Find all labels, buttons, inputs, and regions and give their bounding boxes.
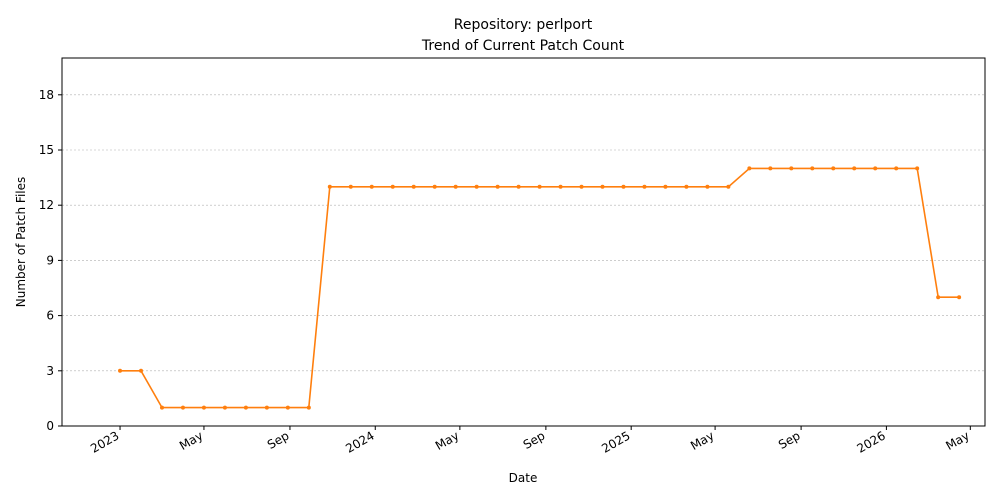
data-point xyxy=(432,184,437,189)
data-point xyxy=(453,184,458,189)
data-point xyxy=(516,184,521,189)
data-point xyxy=(684,184,689,189)
data-point xyxy=(705,184,710,189)
data-point xyxy=(831,166,836,171)
grid-lines xyxy=(62,94,985,372)
data-point xyxy=(621,184,626,189)
data-point xyxy=(222,405,227,410)
data-point xyxy=(873,166,878,171)
data-point xyxy=(495,184,500,189)
data-point xyxy=(957,295,962,300)
data-point xyxy=(159,405,164,410)
data-point xyxy=(726,184,731,189)
data-point xyxy=(915,166,920,171)
x-axis-label: Date xyxy=(509,471,538,485)
data-point xyxy=(264,405,269,410)
data-point xyxy=(243,405,248,410)
y-tick-label: 3 xyxy=(46,364,54,378)
data-point xyxy=(579,184,584,189)
data-point xyxy=(894,166,899,171)
data-point xyxy=(936,295,941,300)
y-tick-label: 12 xyxy=(39,198,54,212)
data-point xyxy=(348,184,353,189)
y-axis-ticks: 0 3 6 9 12 15 18 xyxy=(39,88,62,433)
data-point xyxy=(327,184,332,189)
data-point xyxy=(411,184,416,189)
y-tick-label: 15 xyxy=(39,143,54,157)
data-point xyxy=(285,405,290,410)
data-point xyxy=(810,166,815,171)
data-point xyxy=(369,184,374,189)
chart-subtitle: Trend of Current Patch Count xyxy=(421,38,625,54)
data-point xyxy=(600,184,605,189)
data-point xyxy=(537,184,542,189)
data-point xyxy=(852,166,857,171)
data-point xyxy=(558,184,563,189)
data-point xyxy=(180,405,185,410)
chart-title: Repository: perlport xyxy=(454,17,593,33)
data-point xyxy=(789,166,794,171)
data-point xyxy=(663,184,668,189)
y-tick-label: 9 xyxy=(46,253,54,267)
y-axis-label: Number of Patch Files xyxy=(14,177,28,308)
data-point xyxy=(642,184,647,189)
y-tick-label: 6 xyxy=(46,309,54,323)
data-point xyxy=(139,368,144,373)
data-point xyxy=(201,405,206,410)
y-tick-label: 0 xyxy=(46,419,54,433)
y-tick-label: 18 xyxy=(39,88,54,102)
data-point xyxy=(474,184,479,189)
data-point xyxy=(306,405,311,410)
data-point xyxy=(747,166,752,171)
data-point xyxy=(118,368,123,373)
series-area xyxy=(118,166,962,410)
plot-frame xyxy=(61,57,986,427)
data-point xyxy=(768,166,773,171)
data-point xyxy=(390,184,395,189)
